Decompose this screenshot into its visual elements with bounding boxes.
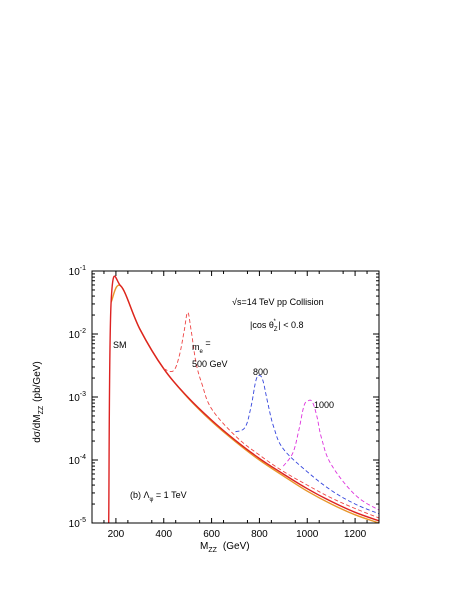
series-line-3	[235, 374, 380, 515]
x-axis: 200 400 600 800 1000 1200	[103, 271, 368, 540]
series-line-1	[108, 275, 380, 524]
annotation-sm: SM	[113, 340, 127, 350]
series-line-0	[110, 284, 380, 524]
annotation-me-800: 800	[253, 367, 268, 377]
series-line-4	[282, 399, 380, 511]
x-tick-label: 800	[251, 529, 268, 540]
x-tick-label: 600	[203, 529, 220, 540]
annotation-me-1000: 1000	[314, 400, 334, 410]
x-tick-label: 400	[155, 529, 172, 540]
series-line-2	[163, 311, 380, 519]
y-axis: 10-5 10-4 10-3 10-2 10-1	[69, 265, 379, 530]
y-axis-label: dσ/dMZZ(pb/GeV)	[32, 361, 45, 443]
annotation-cut: |cos θZ* | < 0.8	[250, 319, 303, 333]
y-tick-label: 10-4	[69, 454, 86, 467]
y-tick-label: 10-5	[69, 517, 86, 530]
plot-frame	[91, 270, 380, 524]
y-tick-label: 10-3	[69, 391, 86, 404]
x-tick-label: 200	[108, 529, 125, 540]
annotation-energy: √s=14 TeV pp Collision	[232, 297, 324, 307]
y-tick-label: 10-2	[69, 328, 86, 341]
y-tick-label: 10-1	[69, 265, 86, 278]
x-tick-label: 1200	[344, 529, 367, 540]
annotation-panel: (b) Λφ = 1 TeV	[130, 490, 187, 503]
series-layer	[108, 275, 380, 524]
x-tick-label: 1000	[296, 529, 319, 540]
annotation-me-500: 500 GeV	[192, 359, 228, 369]
x-axis-label: MZZ (GeV)	[200, 541, 250, 554]
annotation-me: me =	[192, 338, 211, 355]
